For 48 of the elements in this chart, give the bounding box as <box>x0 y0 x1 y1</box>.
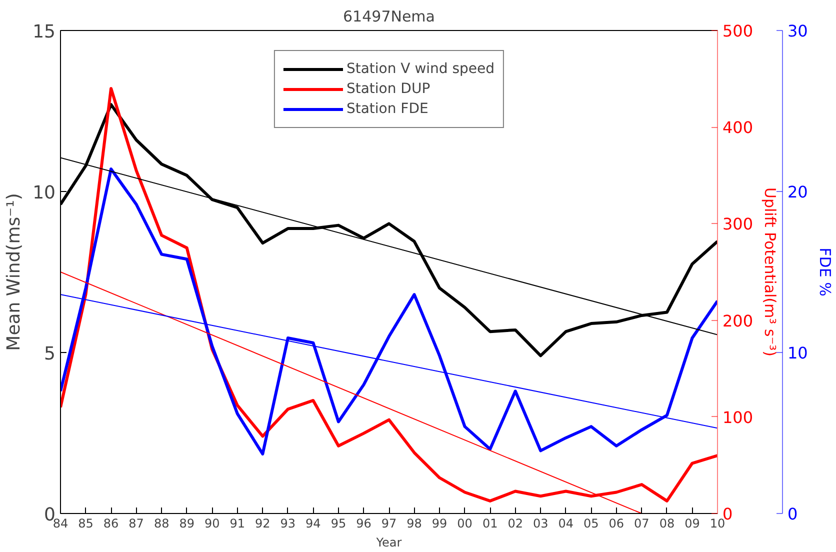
x-tick-label: 02 <box>508 516 523 530</box>
x-tick-label: 96 <box>356 516 372 530</box>
x-tick-label: 98 <box>406 516 422 530</box>
x-tick-label: 91 <box>230 516 246 530</box>
x-axis-title: Year <box>375 536 402 550</box>
x-tick-label: 01 <box>482 516 498 530</box>
y-axis-title: Mean Wind(ms⁻¹) <box>4 193 25 351</box>
x-tick-label: 89 <box>179 516 194 530</box>
x-tick-label: 87 <box>128 516 144 530</box>
x-tick-label: 03 <box>532 516 548 530</box>
y2-tick-label: 400 <box>722 118 754 138</box>
y3-tick-label: 30 <box>788 22 808 40</box>
y2-axis-title: Uplift Potential(m³ s⁻³) <box>761 187 780 357</box>
chart-title: 61497Nema <box>343 8 435 26</box>
line-series <box>60 167 718 456</box>
x-tick-label: 84 <box>52 516 68 530</box>
legend-label: Station V wind speed <box>346 61 495 77</box>
x-tick-label: 07 <box>634 516 650 530</box>
x-tick-label: 97 <box>381 516 397 530</box>
x-tick-label: 86 <box>103 516 119 530</box>
legend-label: Station FDE <box>346 101 428 117</box>
x-tick-label: 92 <box>255 516 270 530</box>
x-tick-label: 08 <box>659 516 675 530</box>
x-tick-label: 90 <box>204 516 220 530</box>
x-tick-label: 04 <box>558 516 574 530</box>
x-tick-label: 09 <box>684 516 700 530</box>
x-tick-label: 93 <box>280 516 296 530</box>
x-tick-label: 88 <box>154 516 170 530</box>
y3-tick-label: 0 <box>788 504 798 524</box>
x-tick-label: 99 <box>432 516 448 530</box>
y3-tick-label: 10 <box>788 344 808 362</box>
y3-tick-label: 20 <box>788 182 808 202</box>
y2-tick-label: 200 <box>722 311 754 330</box>
x-tick-label: 85 <box>78 516 94 530</box>
y2-tick-label: 100 <box>722 408 754 427</box>
x-tick-label: 10 <box>710 516 726 530</box>
x-tick-label: 95 <box>330 516 346 530</box>
y-tick-label: 10 <box>32 182 56 204</box>
y2-tick-label: 500 <box>722 22 754 40</box>
x-tick-label: 00 <box>457 516 472 530</box>
x-tick-label: 94 <box>306 516 321 530</box>
y2-tick-label: 300 <box>722 214 754 234</box>
y3-axis-title: FDE % <box>816 248 834 296</box>
x-tick-label: 05 <box>584 516 599 530</box>
x-tick-label: 06 <box>608 516 624 530</box>
y-tick-label: 5 <box>44 344 56 364</box>
y-tick-label: 15 <box>32 22 56 42</box>
legend-label: Station DUP <box>346 81 430 97</box>
